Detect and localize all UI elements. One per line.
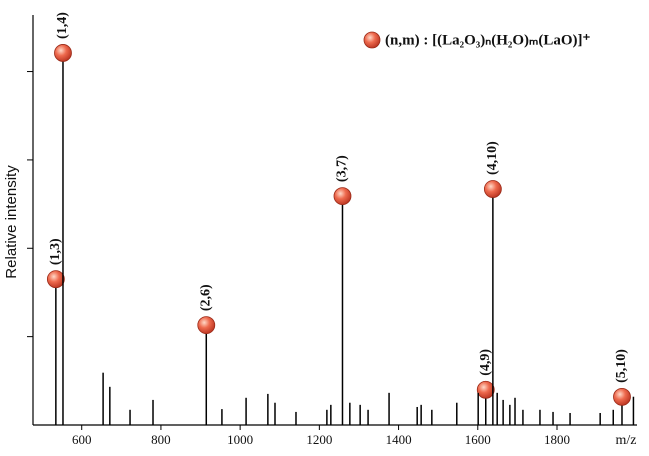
peak-label: (4,9) <box>478 349 493 376</box>
peak-label: (1,4) <box>55 12 70 39</box>
peak-label: (4,10) <box>485 141 500 175</box>
peak-marker <box>476 380 495 399</box>
x-tick-label: 1000 <box>227 432 253 447</box>
peak-label: (5,10) <box>614 349 629 383</box>
peak-marker <box>613 387 631 406</box>
x-tick-label: 1800 <box>544 432 570 447</box>
x-tick-label: 1600 <box>465 432 491 447</box>
x-tick-label: 1200 <box>306 432 332 447</box>
peak-marker <box>54 44 72 62</box>
peak-label: (2,6) <box>198 284 213 311</box>
peak-marker <box>483 180 502 198</box>
y-axis-label: Relative intensity <box>3 165 20 279</box>
peak-label: (3,7) <box>335 155 350 182</box>
peak-marker <box>197 316 216 335</box>
legend-marker <box>363 31 381 49</box>
x-tick-label: 600 <box>72 432 92 447</box>
peak-marker <box>333 187 352 205</box>
x-tick-label: 1400 <box>386 432 412 447</box>
x-axis-label: m/z <box>616 433 637 448</box>
legend-label: (n,m) : [(La₂O₃)ₙ(H₂O)ₘ(LaO)]⁺ <box>385 32 591 48</box>
x-tick-label: 800 <box>151 432 171 447</box>
peak-label: (1,3) <box>48 238 63 265</box>
peak-marker <box>46 270 65 289</box>
